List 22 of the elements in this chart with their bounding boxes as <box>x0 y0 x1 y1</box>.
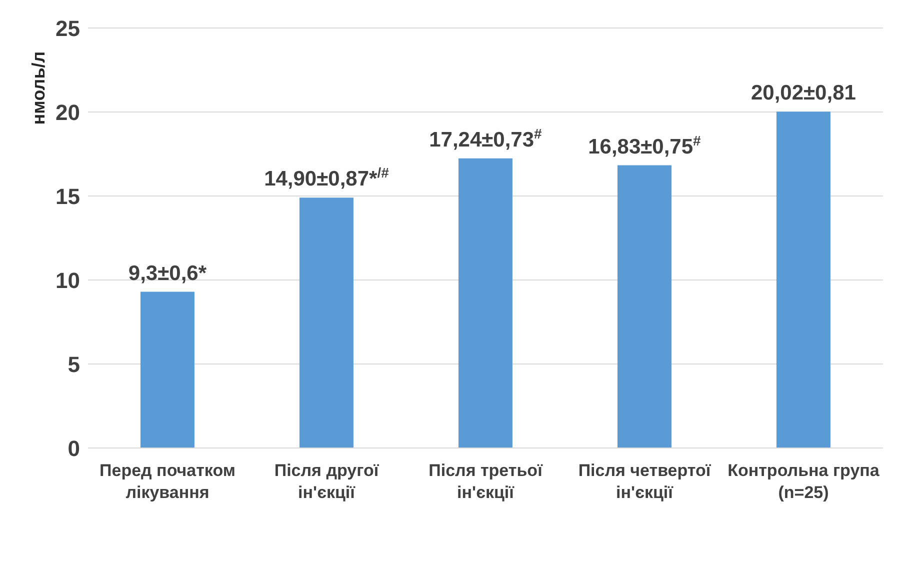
x-tick-label: Після другої ін'єкції <box>274 461 380 502</box>
data-label: 9,3±0,6* <box>128 262 208 285</box>
data-label: 17,24±0,73$^{#}$ <box>429 125 542 152</box>
x-tick-label: Контрольна група (n=25) <box>728 461 880 502</box>
y-tick-label: 15 <box>56 184 80 209</box>
bar <box>617 165 672 448</box>
y-tick-label: 20 <box>56 100 80 125</box>
data-label: 16,83±0,75$^{#}$ <box>588 132 702 158</box>
data-label: 14,90±0,87*$^{/#}$ <box>264 164 390 191</box>
data-label: 20,02±0,81 <box>750 82 856 105</box>
bar <box>458 158 512 448</box>
x-tick-label: Перед початком лікування <box>100 461 236 502</box>
y-tick-label: 10 <box>56 268 80 293</box>
y-tick-label: 25 <box>56 16 80 41</box>
x-tick-label: Після четвертої ін'єкції <box>578 461 712 502</box>
x-tick-label: Після третьої ін'єкції <box>428 461 544 502</box>
bar <box>140 292 194 448</box>
y-tick-label: 5 <box>68 352 80 377</box>
bar <box>299 198 354 448</box>
y-tick-label: 0 <box>68 436 80 461</box>
y-axis-title: нмоль/л <box>28 51 48 125</box>
bar <box>776 112 830 448</box>
